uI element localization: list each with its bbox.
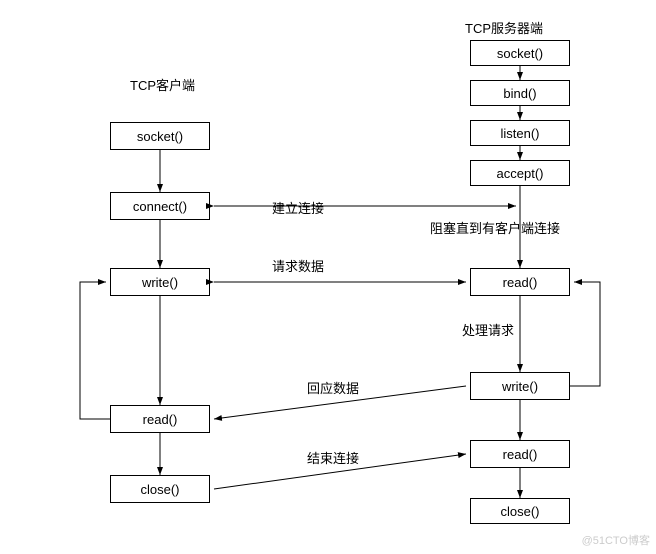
node-client-socket: socket(): [110, 122, 210, 150]
node-server-accept: accept(): [470, 160, 570, 186]
node-server-read2: read(): [470, 440, 570, 468]
label-process: 处理请求: [460, 320, 516, 339]
label-end: 结束连接: [305, 448, 361, 467]
node-client-close: close(): [110, 475, 210, 503]
watermark: @51CTO博客: [582, 532, 650, 548]
label-block: 阻塞直到有客户端连接: [428, 218, 562, 237]
label-establish: 建立连接: [270, 198, 326, 217]
node-client-read: read(): [110, 405, 210, 433]
node-server-write: write(): [470, 372, 570, 400]
node-client-connect: connect(): [110, 192, 210, 220]
node-server-socket: socket(): [470, 40, 570, 66]
node-server-listen: listen(): [470, 120, 570, 146]
title-server: TCP服务器端: [465, 18, 543, 37]
label-response: 回应数据: [305, 378, 361, 397]
node-server-read1: read(): [470, 268, 570, 296]
node-server-bind: bind(): [470, 80, 570, 106]
node-server-close: close(): [470, 498, 570, 524]
title-client: TCP客户端: [130, 75, 195, 94]
label-request: 请求数据: [270, 256, 326, 275]
node-client-write: write(): [110, 268, 210, 296]
